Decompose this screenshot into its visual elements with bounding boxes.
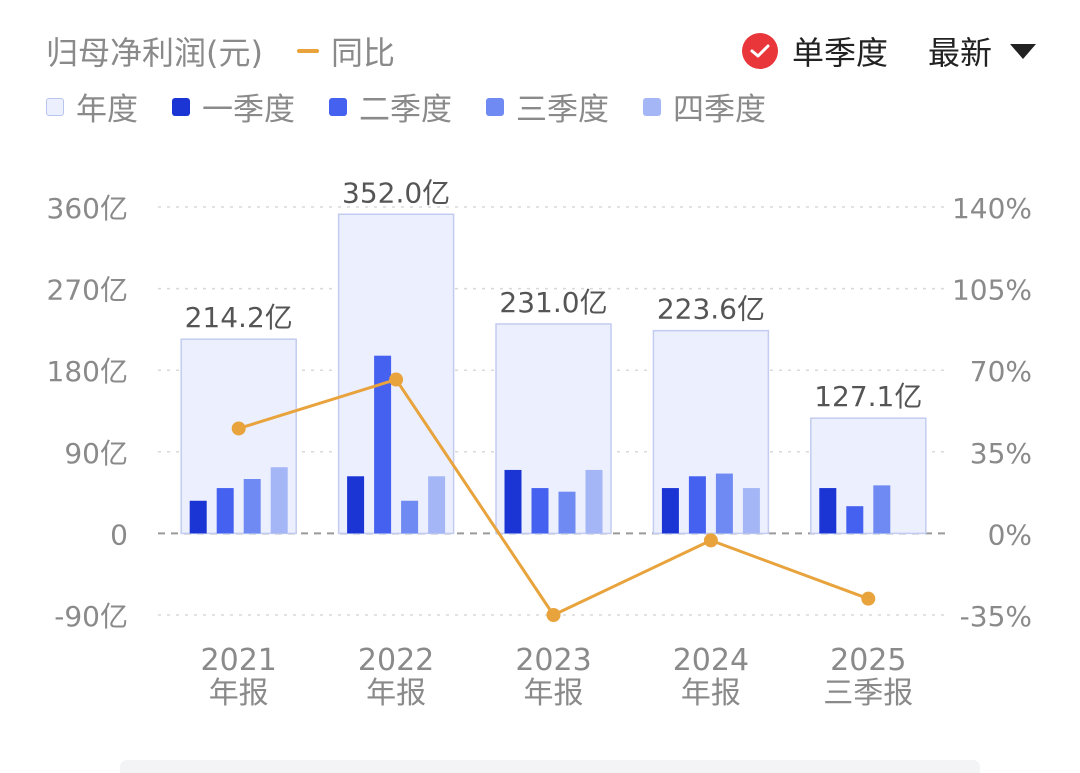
x-axis-year-label: 2024 [673, 643, 749, 678]
left-axis-tick-label: 270亿 [47, 274, 128, 307]
legend-item-2[interactable]: 二季度 [329, 84, 452, 129]
annual-value-label: 231.0亿 [499, 286, 607, 319]
x-axis-period-label: 年报 [209, 676, 269, 711]
legend-label: 一季度 [202, 92, 295, 128]
left-axis-tick-label: 360亿 [47, 192, 128, 225]
series-legend: 年度 一季度 二季度 三季度 四季度 [46, 84, 800, 129]
annual-value-label: 214.2亿 [185, 301, 293, 334]
x-axis-year-label: 2021 [201, 643, 277, 678]
left-axis-tick-label: 90亿 [64, 437, 128, 470]
quarter-bar [189, 500, 207, 534]
quarter-bar [661, 488, 679, 534]
right-axis-tick-label: 105% [952, 274, 1032, 307]
check-circle-icon[interactable] [741, 33, 778, 69]
x-axis-year-label: 2022 [358, 643, 434, 678]
left-axis-tick-label: -90亿 [54, 600, 128, 633]
left-axis-tick-label: 180亿 [47, 355, 128, 388]
legend-item-3[interactable]: 三季度 [486, 84, 609, 129]
yoy-point [546, 608, 561, 622]
legend-item-0[interactable]: 年度 [46, 84, 138, 129]
legend-item-4[interactable]: 四季度 [643, 84, 766, 129]
quarter-bar [688, 476, 706, 534]
x-axis-year-label: 2023 [515, 643, 591, 678]
quarter-bar [216, 488, 234, 534]
caret-down-icon[interactable] [1010, 43, 1036, 59]
quarter-bar [428, 476, 446, 534]
x-axis-period-label: 三季报 [823, 676, 913, 711]
quarter-bar [742, 488, 760, 534]
quarter-bar [374, 355, 392, 534]
left-axis-tick-label: 0 [110, 518, 128, 551]
legend-label: 四季度 [673, 92, 766, 128]
legend-label: 年度 [76, 92, 138, 128]
x-axis-period-label: 年报 [524, 676, 584, 711]
legend-swatch [486, 97, 504, 116]
quarter-bar [504, 469, 522, 534]
bottom-scroll-strip[interactable] [120, 760, 980, 773]
legend-swatch [172, 97, 190, 116]
yoy-line-legend-key [296, 49, 319, 53]
chart-controls: 单季度 最新 [741, 28, 1036, 74]
right-axis-tick-label: 0% [988, 518, 1032, 551]
legend-swatch [329, 97, 347, 116]
yoy-point [703, 533, 718, 548]
x-axis-period-label: 年报 [681, 676, 741, 711]
yoy-point [861, 591, 876, 606]
quarter-bar [347, 476, 365, 534]
chart-header-legend: 归母净利润(元) 同比 [46, 28, 395, 74]
legend-swatch [643, 97, 661, 116]
single-quarter-toggle[interactable]: 单季度 [791, 34, 888, 72]
quarter-bar [558, 491, 576, 534]
legend-label: 二季度 [359, 92, 452, 128]
right-axis-tick-label: -35% [960, 600, 1032, 633]
legend-swatch [46, 97, 64, 116]
quarter-bar [873, 485, 891, 534]
quarter-bar [270, 467, 288, 534]
quarter-bar [531, 488, 549, 534]
quarter-bar [715, 473, 733, 534]
sort-dropdown[interactable]: 最新 [927, 34, 992, 72]
quarter-bar [585, 469, 603, 534]
yoy-point [231, 421, 246, 436]
annual-value-label: 223.6亿 [657, 293, 765, 326]
right-axis-tick-label: 70% [970, 355, 1032, 388]
annual-value-label: 127.1亿 [814, 380, 922, 413]
yoy-legend-label: 同比 [330, 34, 395, 72]
quarter-bar [846, 506, 864, 534]
legend-item-1[interactable]: 一季度 [172, 84, 295, 129]
right-axis-tick-label: 140% [952, 192, 1032, 225]
yoy-point [389, 372, 404, 387]
quarter-bar [243, 479, 261, 534]
annual-value-label: 352.0亿 [342, 176, 450, 209]
quarter-bar [819, 488, 837, 534]
x-axis-year-label: 2025 [830, 643, 906, 678]
quarter-bar [401, 500, 419, 534]
metric-title: 归母净利润(元) [46, 34, 263, 72]
legend-label: 三季度 [516, 92, 609, 128]
x-axis-period-label: 年报 [366, 676, 426, 711]
right-axis-tick-label: 35% [970, 437, 1032, 470]
